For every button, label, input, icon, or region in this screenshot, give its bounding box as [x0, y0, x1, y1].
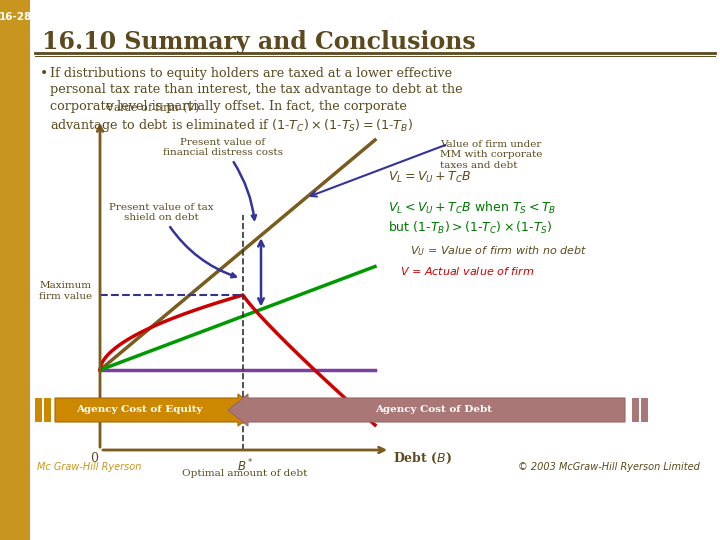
Text: Present value of
financial distress costs: Present value of financial distress cost… [163, 138, 283, 219]
Text: Debt ($B$): Debt ($B$) [393, 451, 452, 466]
Text: Value of firm under
MM with corporate
taxes and debt: Value of firm under MM with corporate ta… [440, 140, 542, 170]
Text: Agency Cost of Debt: Agency Cost of Debt [376, 406, 492, 415]
FancyArrow shape [55, 394, 258, 426]
Bar [632, 398, 639, 422]
Text: Agency Cost of Equity: Agency Cost of Equity [76, 406, 202, 415]
Bar [641, 398, 648, 422]
Text: $V_L < V_U + T_C B$ when $T_S < T_B$: $V_L < V_U + T_C B$ when $T_S < T_B$ [388, 200, 556, 216]
Text: $V_L = V_U + T_C B$: $V_L = V_U + T_C B$ [388, 170, 472, 185]
Text: 16.10 Summary and Conclusions: 16.10 Summary and Conclusions [42, 30, 476, 54]
Text: Present value of tax
shield on debt: Present value of tax shield on debt [109, 202, 235, 278]
Text: Value of firm ($V$): Value of firm ($V$) [105, 100, 199, 115]
Text: $B^*$: $B^*$ [237, 458, 253, 475]
Text: personal tax rate than interest, the tax advantage to debt at the: personal tax rate than interest, the tax… [50, 84, 463, 97]
Text: 0: 0 [90, 452, 98, 465]
Text: $V$ = Actual value of firm: $V$ = Actual value of firm [400, 265, 534, 277]
Text: If distributions to equity holders are taxed at a lower effective: If distributions to equity holders are t… [50, 67, 452, 80]
Bar [44, 398, 51, 422]
FancyArrow shape [228, 394, 625, 426]
Text: © 2003 McGraw-Hill Ryerson Limited: © 2003 McGraw-Hill Ryerson Limited [518, 462, 700, 472]
Bar [35, 398, 42, 422]
Bar [0, 0, 30, 540]
Text: corporate level is partially offset. In fact, the corporate: corporate level is partially offset. In … [50, 100, 407, 113]
Text: •: • [40, 66, 48, 80]
Text: but $(1$-$T_B) > (1$-$T_C)\times(1$-$T_S)$: but $(1$-$T_B) > (1$-$T_C)\times(1$-$T_S… [388, 220, 553, 236]
Text: Mc Graw-Hill Ryerson: Mc Graw-Hill Ryerson [37, 462, 141, 472]
Text: Optimal amount of debt: Optimal amount of debt [182, 469, 307, 478]
Text: advantage to debt is eliminated if $(1$-$T_C)\times(1$-$T_S) = (1$-$T_B)$: advantage to debt is eliminated if $(1$-… [50, 117, 413, 133]
Text: $V_U$ = Value of firm with no debt: $V_U$ = Value of firm with no debt [410, 244, 588, 258]
Text: Maximum
firm value: Maximum firm value [39, 281, 92, 301]
Text: 16-28: 16-28 [0, 12, 32, 22]
